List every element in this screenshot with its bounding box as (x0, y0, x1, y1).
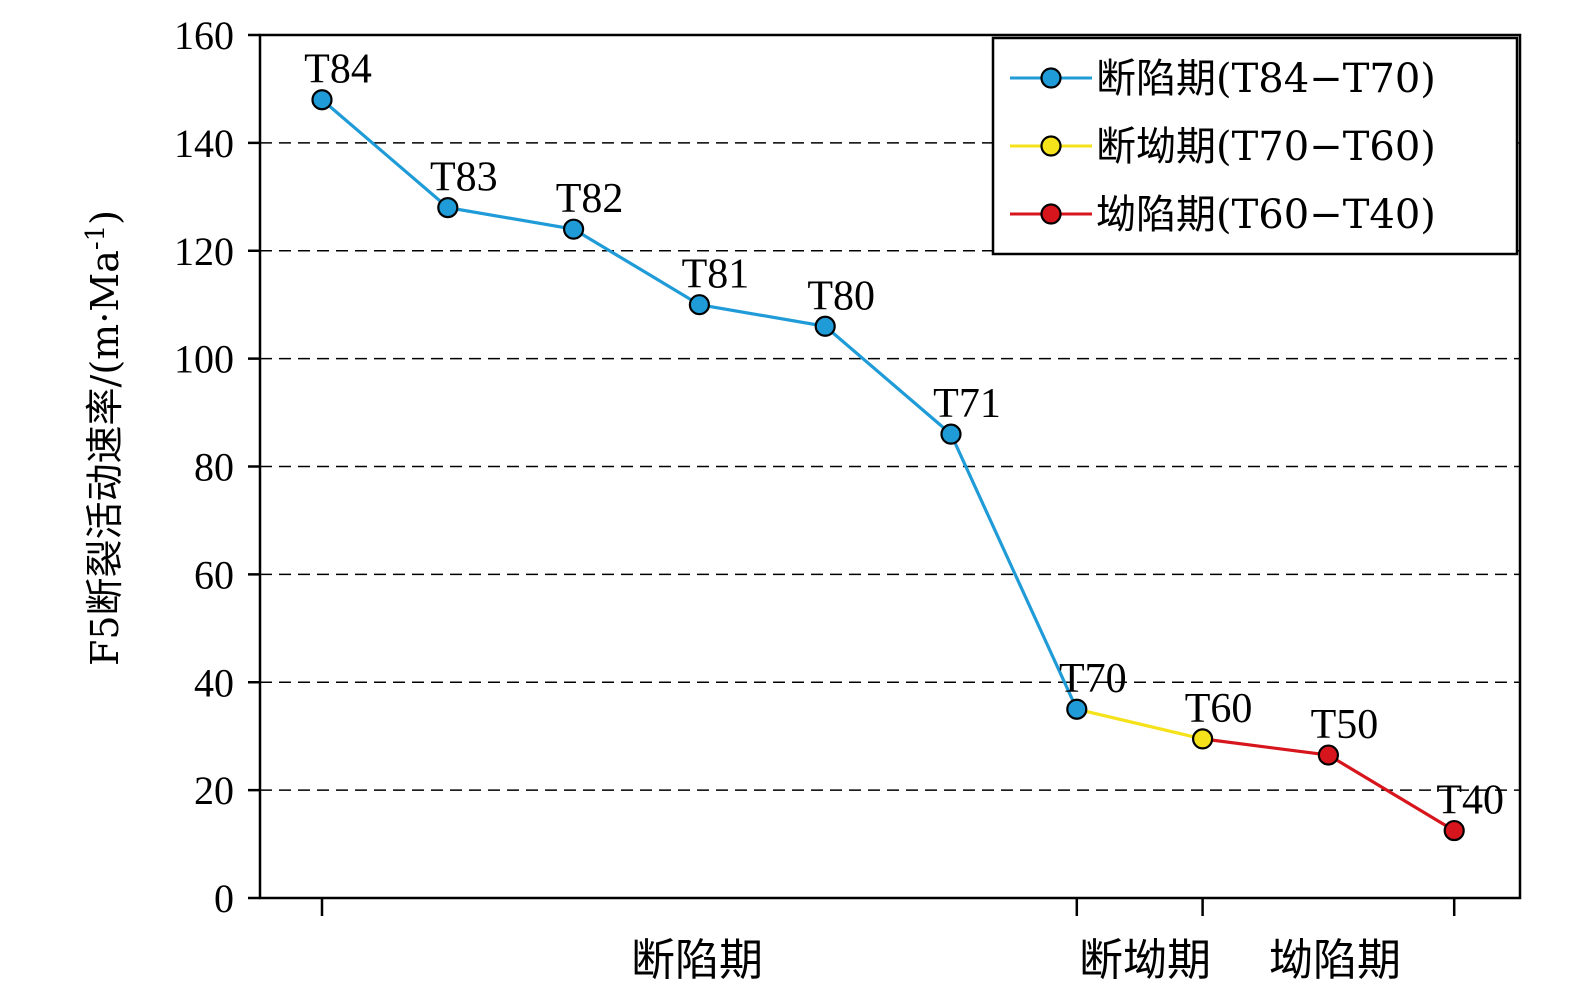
y-tick-label: 20 (194, 768, 234, 813)
phase-label-rifting: 断陷期 (631, 935, 763, 986)
data-point (940, 423, 962, 445)
data-point (688, 294, 711, 316)
phase-label-fault-depression: 断坳期 (1079, 935, 1211, 986)
legend-label: 断坳期(T70−T60) (1096, 124, 1436, 170)
series-line (1076, 707, 1203, 741)
y-tick-label: 60 (194, 552, 234, 597)
y-tick-label: 0 (214, 876, 234, 921)
legend-marker (1040, 203, 1062, 225)
data-point (437, 197, 459, 219)
y-tick-label: 120 (174, 229, 234, 274)
x-axis-ticks (320, 898, 1456, 916)
data-point (1066, 698, 1088, 720)
data-point (1317, 744, 1340, 766)
point-label: T84 (304, 47, 372, 93)
data-point (814, 315, 836, 337)
point-label: T50 (1311, 702, 1379, 748)
point-label: T70 (1059, 656, 1127, 702)
point-label: T81 (682, 252, 750, 298)
data-points (311, 89, 1465, 842)
legend-label: 坳陷期(T60−T40) (1096, 192, 1436, 238)
y-axis-label-close: ) (83, 210, 127, 225)
point-label: T40 (1436, 778, 1504, 824)
y-tick-label: 160 (174, 13, 234, 58)
data-point (311, 89, 333, 111)
y-tick-label: 100 (174, 337, 234, 382)
legend-label: 断陷期(T84−T70) (1096, 56, 1436, 102)
y-tick-label: 80 (194, 445, 234, 490)
data-point (1191, 728, 1214, 750)
point-label: T60 (1185, 686, 1253, 732)
legend-marker (1040, 67, 1062, 89)
y-axis-label-main: F5断裂活动速率/(m·Ma (83, 250, 127, 666)
point-label: T83 (430, 155, 498, 201)
phase-labels: 断陷期 断坳期 坳陷期 (631, 935, 1401, 986)
y-tick-label: 40 (194, 660, 234, 705)
y-axis-label: F5断裂活动速率/(m·Ma-1) (81, 210, 127, 666)
legend: 断陷期(T84−T70) 断坳期(T70−T60) 坳陷期(T60−T40) (991, 36, 1519, 256)
legend-marker (1040, 135, 1062, 157)
grid-lines (260, 142, 1520, 791)
y-axis-label-superscript: -1 (81, 225, 111, 250)
data-point (562, 218, 585, 240)
data-point (1443, 819, 1465, 842)
phase-label-depression: 坳陷期 (1269, 935, 1401, 986)
y-tick-label: 140 (174, 121, 234, 166)
point-label: T82 (556, 176, 624, 222)
point-labels: T84 T83 T82 T81 T80 T71 T70 T60 T50 T40 (304, 47, 1504, 824)
point-label: T71 (933, 381, 1001, 427)
y-axis-ticks: 0 20 40 60 80 100 120 140 160 (174, 13, 260, 921)
point-label: T80 (807, 273, 875, 319)
